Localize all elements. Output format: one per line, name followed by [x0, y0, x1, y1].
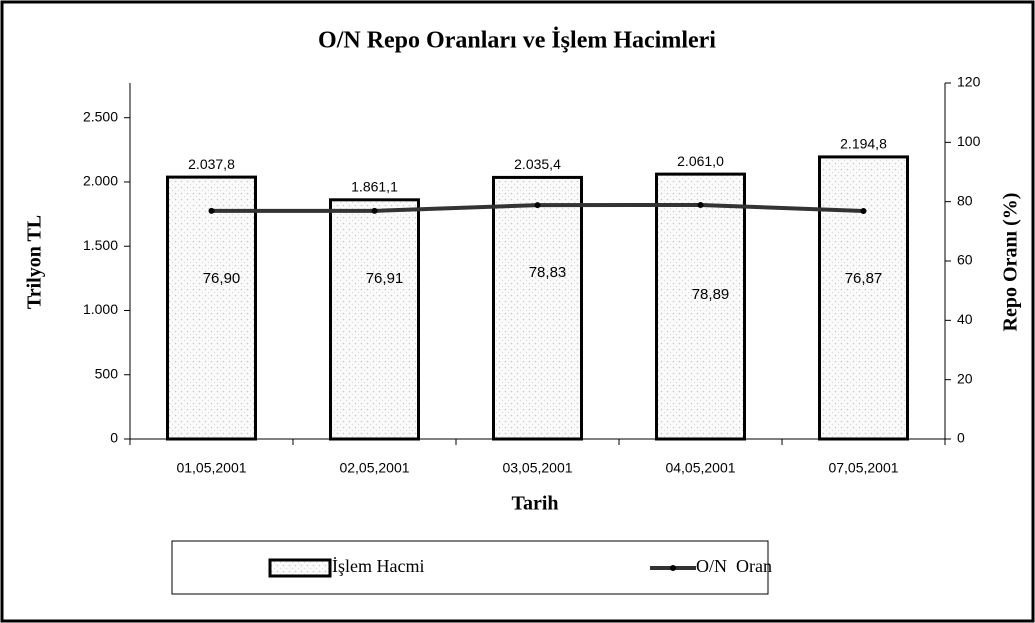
- y-tick-label: 1.000: [83, 301, 118, 317]
- y-axis-label: Trilyon TL: [24, 215, 46, 309]
- y-tick-label: 0: [110, 430, 118, 446]
- y2-tick-label: 20: [957, 370, 973, 386]
- y-tick-label: 1.500: [83, 237, 118, 253]
- y2-tick-label: 60: [957, 252, 973, 268]
- bar: [166, 175, 257, 441]
- bar-value-label: 2.061,0: [677, 153, 724, 169]
- line-value-label: 76,90: [203, 270, 241, 287]
- bar-value-label: 1.861,1: [351, 179, 398, 195]
- x-tick-label: 03,05,2001: [502, 460, 572, 476]
- x-axis-label: Tarih: [511, 493, 558, 515]
- bar: [329, 198, 420, 441]
- x-tick-label: 04,05,2001: [665, 460, 735, 476]
- bar-value-label: 2.035,4: [514, 156, 561, 172]
- legend-swatch: [268, 558, 332, 578]
- y2-tick-label: 40: [957, 311, 973, 327]
- chart-title: O/N Repo Oranları ve İşlem Hacimleri: [318, 28, 716, 54]
- line-marker: [534, 202, 541, 209]
- line-marker: [860, 207, 867, 214]
- line-value-label: 78,83: [529, 264, 567, 281]
- bar-value-label: 2.037,8: [188, 156, 235, 172]
- x-tick-label: 01,05,2001: [176, 460, 246, 476]
- bar-value-label: 2.194,8: [840, 136, 887, 152]
- y2-tick-label: 100: [957, 133, 981, 149]
- bar: [655, 172, 746, 441]
- x-tick-label: 02,05,2001: [339, 460, 409, 476]
- bar: [492, 175, 583, 441]
- line-marker: [208, 207, 215, 214]
- y-tick-label: 2.500: [83, 108, 118, 124]
- line-value-label: 78,89: [692, 286, 730, 303]
- y-tick-label: 500: [95, 365, 119, 381]
- line-marker: [697, 201, 704, 208]
- y2-tick-label: 0: [957, 430, 965, 446]
- bar: [818, 155, 909, 441]
- x-tick-label: 07,05,2001: [828, 460, 898, 476]
- legend-label: İşlem Hacmi: [332, 556, 424, 576]
- y-tick-label: 2.000: [83, 173, 118, 189]
- y2-tick-label: 120: [957, 74, 981, 90]
- line-marker: [371, 207, 378, 214]
- line-value-label: 76,87: [845, 270, 883, 287]
- line-value-label: 76,91: [366, 270, 404, 287]
- y2-tick-label: 80: [957, 192, 973, 208]
- y2-axis-label: Repo Oranı (%): [1000, 193, 1022, 332]
- legend-label: O/N Oran: [696, 556, 772, 576]
- legend-marker: [670, 565, 676, 571]
